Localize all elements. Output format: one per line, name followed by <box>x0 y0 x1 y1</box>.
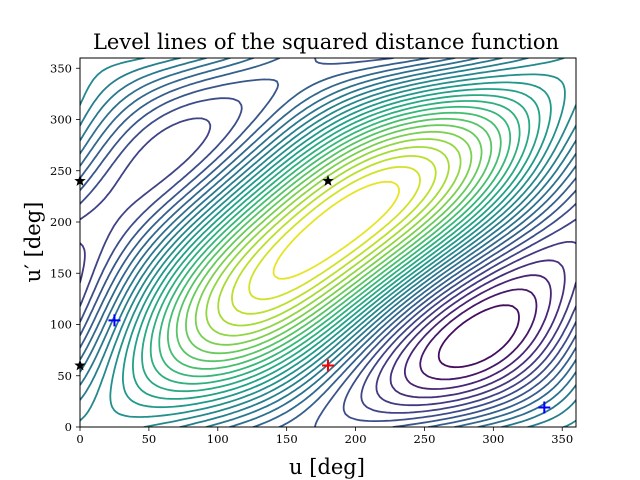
contour-level-line <box>194 130 473 346</box>
contour-level-line <box>205 138 462 337</box>
x-tick-label: 100 <box>207 432 229 446</box>
contour-level-line <box>437 304 520 369</box>
contour-level-line <box>419 288 538 381</box>
y-tick-label: 300 <box>50 113 72 127</box>
contour-level-line <box>80 240 576 407</box>
chart-title: Level lines of the squared distance func… <box>93 30 559 54</box>
x-tick-label: 300 <box>482 432 504 446</box>
x-tick-label: 350 <box>551 432 573 446</box>
contour-level-line <box>404 274 552 390</box>
contour-level-line <box>248 166 421 301</box>
contour-level-line <box>175 117 493 363</box>
y-tick-label: 100 <box>50 318 72 332</box>
x-tick-label: 200 <box>345 432 367 446</box>
contour-level-line <box>80 58 576 427</box>
x-tick-label: 250 <box>413 432 435 446</box>
y-tick-label: 50 <box>57 369 72 383</box>
plus-marker <box>108 314 121 327</box>
contour-level-line <box>231 155 437 315</box>
contour-level-line <box>272 180 400 280</box>
plus-marker <box>538 401 551 414</box>
contour-level-line <box>80 58 576 427</box>
x-tick-label: 0 <box>76 432 83 446</box>
x-axis-label: u [deg] <box>289 455 365 479</box>
y-tick-label: 0 <box>65 420 72 434</box>
y-axis-label: u′ [deg] <box>21 202 45 283</box>
contour-level-line <box>149 100 521 385</box>
x-tick-label: 150 <box>276 432 298 446</box>
contour-level-line <box>80 97 576 422</box>
y-tick-label: 150 <box>50 266 72 280</box>
contour-level-line <box>389 259 566 399</box>
contour-level-line <box>122 81 552 409</box>
contour-level-line <box>80 58 576 427</box>
contour-level-line <box>167 111 502 370</box>
contour-lines <box>80 58 576 427</box>
plot-frame <box>79 57 577 428</box>
contour-level-line <box>109 73 566 418</box>
plus-marker <box>322 359 334 372</box>
x-axis-ticks: 0 50 100 150 200 250 300 350 <box>76 427 573 446</box>
contour-level-line <box>80 117 576 414</box>
y-tick-label: 250 <box>50 164 72 178</box>
y-tick-label: 200 <box>50 215 72 229</box>
contour-level-line <box>141 94 531 393</box>
star-marker <box>322 175 334 186</box>
contour-level-line <box>185 124 483 355</box>
y-axis-ticks: 0 50 100 150 200 250 300 350 <box>50 61 80 434</box>
contour-level-line <box>132 88 541 400</box>
x-tick-label: 50 <box>142 432 157 446</box>
contour-level-line <box>158 105 512 378</box>
y-tick-label: 350 <box>50 61 72 75</box>
